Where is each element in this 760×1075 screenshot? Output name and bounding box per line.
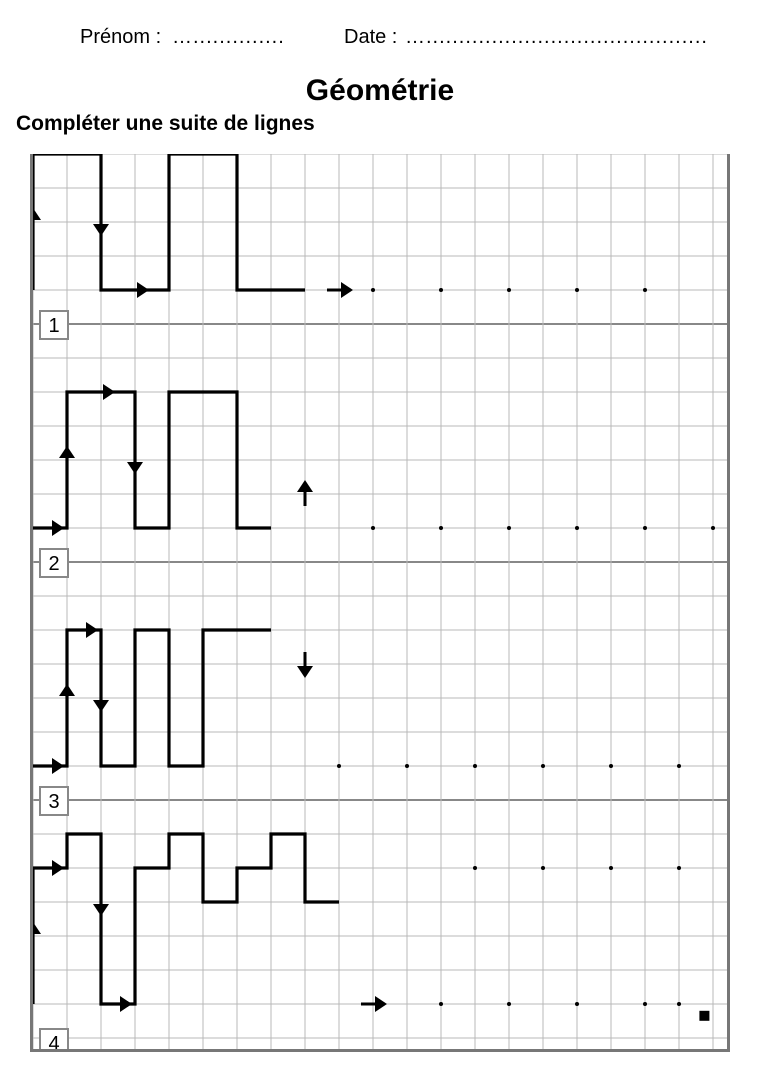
- exercise-label-2: 2: [39, 548, 69, 578]
- prenom-label: Prénom :: [80, 26, 161, 49]
- exercise-label-1: 1: [39, 310, 69, 340]
- worksheet-svg: [33, 154, 730, 1052]
- page-title: Géométrie: [0, 74, 760, 108]
- prenom-dots: …..............: [172, 26, 285, 49]
- date-dots: ….......................................…: [405, 26, 708, 49]
- page-subtitle: Compléter une suite de lignes: [16, 112, 315, 136]
- exercise-label-3: 3: [39, 786, 69, 816]
- date-label: Date :: [344, 26, 397, 49]
- exercise-label-4: 4: [39, 1028, 69, 1052]
- worksheet-area: 1 2 3 4: [30, 154, 730, 1052]
